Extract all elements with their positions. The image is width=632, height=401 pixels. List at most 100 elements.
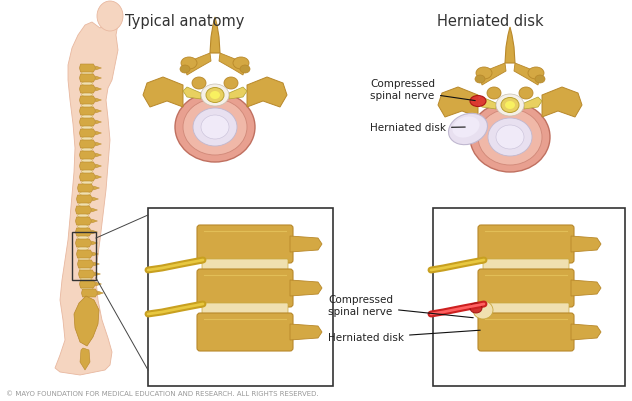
Text: Herniated disk: Herniated disk xyxy=(328,330,480,343)
Polygon shape xyxy=(95,153,102,157)
Ellipse shape xyxy=(82,71,92,75)
Ellipse shape xyxy=(78,225,88,229)
Polygon shape xyxy=(571,236,601,252)
Polygon shape xyxy=(95,175,102,179)
Polygon shape xyxy=(94,186,99,190)
Ellipse shape xyxy=(82,81,92,85)
Ellipse shape xyxy=(78,235,88,239)
FancyBboxPatch shape xyxy=(202,259,288,273)
Polygon shape xyxy=(95,98,102,102)
Bar xyxy=(433,208,625,386)
Polygon shape xyxy=(229,87,247,99)
Polygon shape xyxy=(542,87,582,117)
Ellipse shape xyxy=(97,1,123,31)
Ellipse shape xyxy=(82,148,92,152)
Ellipse shape xyxy=(82,103,92,107)
Polygon shape xyxy=(290,324,322,340)
Polygon shape xyxy=(571,280,601,296)
Ellipse shape xyxy=(175,92,255,162)
Ellipse shape xyxy=(78,203,90,207)
Polygon shape xyxy=(80,162,95,170)
Ellipse shape xyxy=(240,65,250,73)
Ellipse shape xyxy=(180,65,190,73)
Text: Compressed
spinal nerve: Compressed spinal nerve xyxy=(328,295,473,318)
Text: © MAYO FOUNDATION FOR MEDICAL EDUCATION AND RESEARCH. ALL RIGHTS RESERVED.: © MAYO FOUNDATION FOR MEDICAL EDUCATION … xyxy=(6,391,319,397)
Ellipse shape xyxy=(470,303,482,313)
Bar xyxy=(72,232,96,280)
Ellipse shape xyxy=(82,286,92,290)
Polygon shape xyxy=(247,77,287,107)
Polygon shape xyxy=(82,289,97,297)
Polygon shape xyxy=(480,63,506,85)
Ellipse shape xyxy=(82,180,92,184)
FancyBboxPatch shape xyxy=(197,269,293,307)
Ellipse shape xyxy=(206,87,224,103)
Polygon shape xyxy=(74,296,99,346)
FancyBboxPatch shape xyxy=(478,269,574,307)
Polygon shape xyxy=(92,252,99,256)
Bar xyxy=(148,208,333,386)
Polygon shape xyxy=(95,87,102,91)
Polygon shape xyxy=(80,85,95,93)
Ellipse shape xyxy=(193,108,237,146)
Polygon shape xyxy=(95,164,102,168)
Ellipse shape xyxy=(82,93,92,97)
Ellipse shape xyxy=(475,75,485,83)
Polygon shape xyxy=(92,208,97,212)
Polygon shape xyxy=(95,131,102,135)
Polygon shape xyxy=(80,129,95,137)
Polygon shape xyxy=(80,107,95,115)
Ellipse shape xyxy=(528,67,544,79)
Polygon shape xyxy=(97,291,104,295)
Polygon shape xyxy=(524,97,542,109)
Polygon shape xyxy=(95,120,102,124)
Polygon shape xyxy=(290,236,322,252)
Polygon shape xyxy=(80,140,95,148)
Polygon shape xyxy=(95,76,102,80)
Polygon shape xyxy=(95,66,102,70)
Polygon shape xyxy=(76,195,92,203)
Ellipse shape xyxy=(78,257,90,261)
Polygon shape xyxy=(78,270,95,278)
Polygon shape xyxy=(80,64,95,72)
Polygon shape xyxy=(55,18,118,375)
Polygon shape xyxy=(75,228,92,236)
FancyBboxPatch shape xyxy=(197,225,293,263)
Ellipse shape xyxy=(519,87,533,99)
Polygon shape xyxy=(185,53,211,75)
Ellipse shape xyxy=(505,101,515,109)
Polygon shape xyxy=(478,97,496,109)
Polygon shape xyxy=(210,17,220,53)
Ellipse shape xyxy=(201,84,229,106)
Ellipse shape xyxy=(535,75,545,83)
Ellipse shape xyxy=(82,115,92,119)
Ellipse shape xyxy=(487,87,501,99)
Text: Herniated disk: Herniated disk xyxy=(370,123,465,133)
Polygon shape xyxy=(78,260,94,268)
Polygon shape xyxy=(505,27,515,63)
Ellipse shape xyxy=(82,158,92,162)
Ellipse shape xyxy=(476,67,492,79)
Ellipse shape xyxy=(453,116,480,138)
Polygon shape xyxy=(571,324,601,340)
Polygon shape xyxy=(290,280,322,296)
Polygon shape xyxy=(80,348,90,370)
Ellipse shape xyxy=(473,301,493,319)
Ellipse shape xyxy=(224,77,238,89)
Polygon shape xyxy=(92,197,99,201)
Polygon shape xyxy=(219,53,245,75)
Ellipse shape xyxy=(78,247,88,251)
FancyBboxPatch shape xyxy=(483,259,569,273)
Polygon shape xyxy=(94,262,99,266)
Polygon shape xyxy=(80,118,95,126)
Polygon shape xyxy=(95,142,102,146)
Ellipse shape xyxy=(78,213,88,217)
Polygon shape xyxy=(75,206,92,214)
Polygon shape xyxy=(80,96,95,104)
Ellipse shape xyxy=(233,57,249,69)
Polygon shape xyxy=(95,282,102,286)
Polygon shape xyxy=(143,77,183,107)
FancyBboxPatch shape xyxy=(202,303,288,317)
FancyBboxPatch shape xyxy=(478,313,574,351)
Text: Herniated disk: Herniated disk xyxy=(437,14,544,29)
